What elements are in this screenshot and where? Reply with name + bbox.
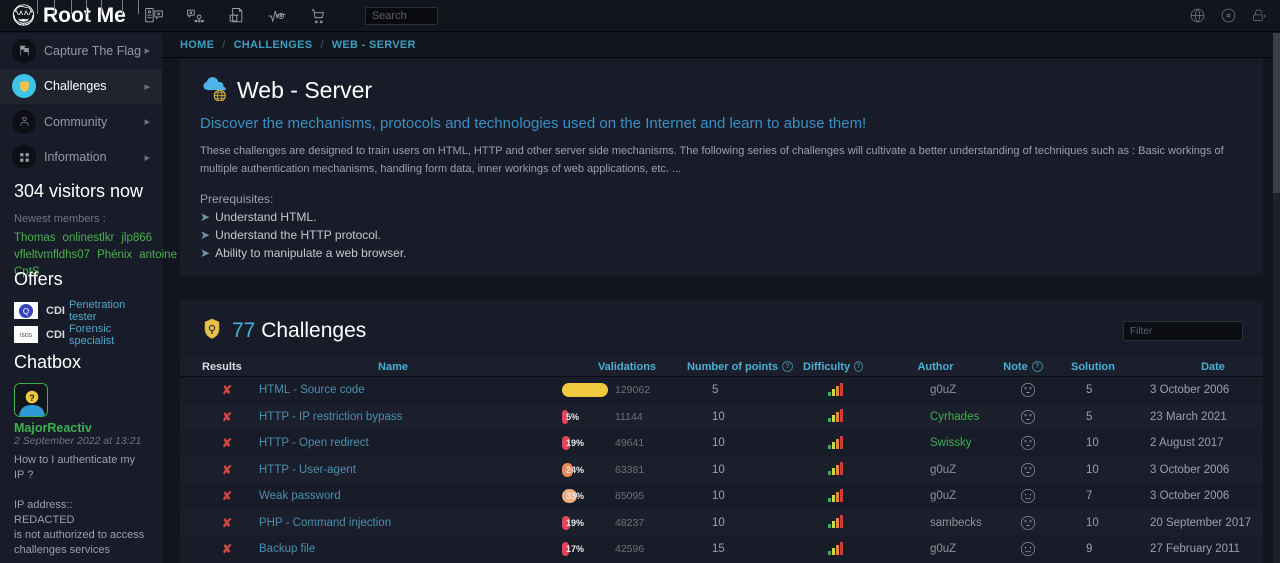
svg-text:?: ?	[29, 393, 35, 403]
svg-text:Q: Q	[23, 307, 29, 316]
svg-text:ISOS: ISOS	[20, 333, 33, 339]
